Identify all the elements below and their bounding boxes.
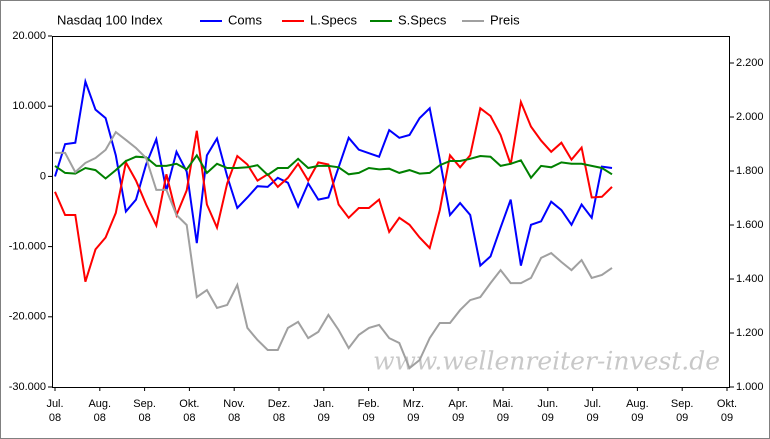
x-tick-label: Jun. 09 bbox=[537, 398, 559, 424]
legend-label: L.Specs bbox=[310, 12, 357, 27]
y-tick-label: 10.000 bbox=[12, 100, 46, 112]
y2-tick-label: 1.200 bbox=[736, 327, 764, 339]
series-line bbox=[54, 153, 613, 180]
y2-tick-label: 1.400 bbox=[736, 273, 764, 285]
y2-tick-label: 1.600 bbox=[736, 219, 764, 231]
legend-label: S.Specs bbox=[398, 12, 447, 27]
x-tick-label: Jul. 09 bbox=[584, 398, 602, 424]
x-tick-label: Jul. 08 bbox=[46, 398, 64, 424]
x-tick-label: Feb. 09 bbox=[357, 398, 380, 424]
x-tick-label: Mrz. 09 bbox=[402, 398, 425, 424]
y-tick-label: 0 bbox=[40, 170, 46, 182]
x-tick-label: Sep. 09 bbox=[670, 398, 694, 424]
plot-area bbox=[52, 36, 730, 388]
watermark: www.wellenreiter-invest.de bbox=[373, 347, 720, 376]
x-tick-label: Sep. 08 bbox=[133, 398, 156, 424]
x-tick-label: Okt. 09 bbox=[716, 398, 738, 424]
x-tick-label: Okt. 08 bbox=[179, 398, 200, 424]
x-tick-label: Mai. 09 bbox=[492, 398, 514, 424]
y-tick-label: 20.000 bbox=[12, 30, 46, 42]
legend-label: Coms bbox=[228, 12, 262, 27]
y2-tick-label: 2.200 bbox=[736, 57, 764, 69]
x-tick-label: Aug. 08 bbox=[88, 398, 112, 424]
y-tick-label: -10.000 bbox=[9, 241, 46, 253]
y2-tick-label: 1.800 bbox=[736, 165, 764, 177]
y2-tick-label: 2.000 bbox=[736, 111, 764, 123]
series-line bbox=[54, 98, 613, 282]
legend-label: Preis bbox=[490, 12, 520, 27]
x-tick-label: Dez. 08 bbox=[267, 398, 291, 424]
x-tick-label: Aug. 09 bbox=[626, 398, 649, 424]
y2-tick-label: 1.000 bbox=[736, 381, 764, 393]
y-tick-label: -30.000 bbox=[9, 381, 46, 393]
chart-title: Nasdaq 100 Index bbox=[57, 12, 163, 27]
x-tick-label: Jan. 09 bbox=[313, 398, 335, 424]
x-tick-label: Nov. 08 bbox=[223, 398, 246, 424]
y-tick-label: -20.000 bbox=[9, 311, 46, 323]
series-line bbox=[55, 130, 613, 370]
x-tick-label: Apr. 09 bbox=[448, 398, 468, 424]
